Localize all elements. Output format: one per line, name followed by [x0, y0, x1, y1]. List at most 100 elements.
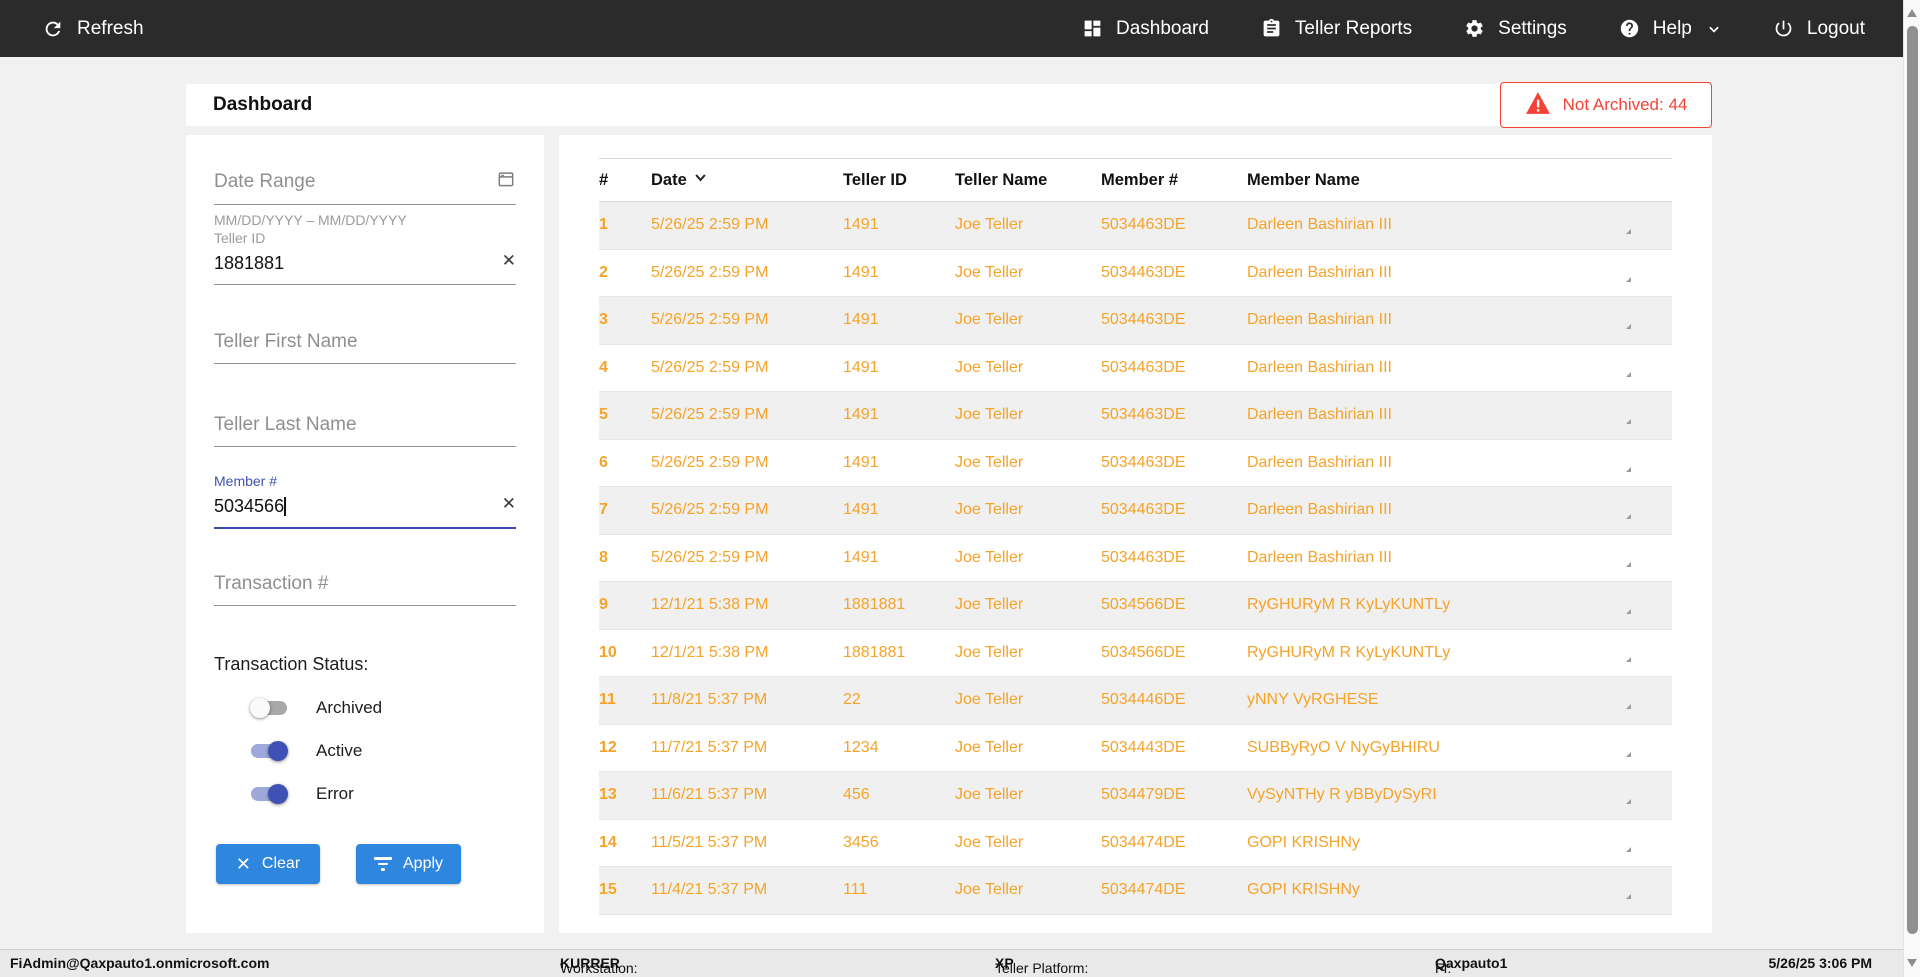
cell-member-number: 5034463DE — [1101, 548, 1186, 566]
member-number-input[interactable]: 5034566 — [214, 496, 286, 516]
cell-teller-id: 1491 — [843, 216, 879, 234]
table-row[interactable]: 7 5/26/25 2:59 PM 1491 Joe Teller 5034463DE D… — [599, 487, 1672, 535]
cell-member-name: Darleen Bashirian III — [1247, 548, 1392, 566]
table-row[interactable]: 6 5/26/25 2:59 PM 1491 Joe Teller 5034463DE D… — [599, 440, 1672, 487]
cell-member-number: 5034566DE — [1101, 643, 1186, 661]
fi-status: FI: Qaxpauto1 — [1435, 955, 1508, 976]
teller-first-name-placeholder: Teller First Name — [214, 331, 358, 352]
not-archived-label: Not Archived: 44 — [1562, 95, 1688, 114]
scroll-up-arrow-icon[interactable] — [1907, 9, 1917, 17]
cell-teller-name: Joe Teller — [955, 833, 1024, 851]
cell-member-name: VySyNTHy R yBByDySyRI — [1247, 786, 1437, 804]
col-header-teller-id[interactable]: Teller ID — [843, 170, 907, 189]
not-archived-badge[interactable]: Not Archived: 44 — [1500, 82, 1712, 128]
teller-id-clear-icon[interactable]: ✕ — [501, 250, 516, 270]
teller-id-field[interactable]: Teller ID 1881881 ✕ — [214, 230, 516, 285]
nav-teller-reports[interactable]: Teller Reports — [1261, 18, 1412, 40]
table-row[interactable]: 13 11/6/21 5:37 PM 456 Joe Teller 5034479DE V… — [599, 772, 1672, 820]
cell-member-number: 5034463DE — [1101, 216, 1186, 234]
sort-desc-icon — [693, 170, 708, 190]
table-row[interactable]: 3 5/26/25 2:59 PM 1491 Joe Teller 5034463DE D… — [599, 297, 1672, 345]
table-row[interactable]: 11 11/8/21 5:37 PM 22 Joe Teller 5034446DE yN… — [599, 677, 1672, 725]
col-header-teller-name[interactable]: Teller Name — [955, 170, 1048, 189]
cell-member-number: 5034479DE — [1101, 786, 1186, 804]
cell-teller-id: 3456 — [843, 833, 879, 851]
vertical-scrollbar[interactable] — [1903, 0, 1920, 977]
apply-button[interactable]: Apply — [356, 844, 462, 884]
member-number-clear-icon[interactable]: ✕ — [501, 493, 516, 513]
nav-teller-reports-label: Teller Reports — [1294, 17, 1413, 39]
teller-last-name-placeholder: Teller Last Name — [214, 414, 357, 435]
cell-teller-id: 1491 — [843, 501, 879, 519]
cell-member-name: GOPI KRISHNy — [1247, 833, 1360, 851]
clear-button[interactable]: ✕ Clear — [216, 844, 320, 884]
cell-member-number: 5034463DE — [1101, 263, 1186, 281]
member-number-label: Member # — [214, 473, 278, 489]
teller-platform-status: Teller Platform: XP — [995, 955, 1089, 976]
date-range-helper: MM/DD/YYYY – MM/DD/YYYY — [214, 212, 407, 228]
date-range-field[interactable]: Date Range — [214, 169, 516, 205]
table-row[interactable]: 8 5/26/25 2:59 PM 1491 Joe Teller 5034463DE D… — [599, 535, 1672, 582]
teller-id-input[interactable]: 1881881 — [214, 253, 285, 273]
table-row[interactable]: 9 12/1/21 5:38 PM 1881881 Joe Teller 5034566… — [599, 582, 1672, 630]
nav-dashboard-label: Dashboard — [1115, 17, 1209, 39]
nav-dashboard[interactable]: Dashboard — [1082, 18, 1209, 40]
table-row[interactable]: 4 5/26/25 2:59 PM 1491 Joe Teller 5034463DE D… — [599, 345, 1672, 392]
refresh-icon — [42, 18, 64, 40]
cell-member-number: 5034474DE — [1101, 833, 1186, 851]
teller-last-name-field[interactable]: Teller Last Name — [214, 414, 516, 447]
cell-teller-name: Joe Teller — [955, 406, 1024, 424]
scrollbar-thumb[interactable] — [1907, 26, 1918, 934]
archived-toggle[interactable] — [250, 698, 288, 718]
calendar-icon[interactable] — [496, 169, 516, 194]
table-row[interactable]: 14 11/5/21 5:37 PM 3456 Joe Teller 5034474DE… — [599, 820, 1672, 867]
refresh-button[interactable]: Refresh — [42, 18, 144, 40]
cell-member-name: Darleen Bashirian III — [1247, 406, 1392, 424]
transaction-number-field[interactable]: Transaction # — [214, 573, 516, 606]
cell-member-number: 5034566DE — [1101, 596, 1186, 614]
nav-settings[interactable]: Settings — [1464, 18, 1567, 40]
col-header-member[interactable]: Member # — [1101, 170, 1179, 189]
cell-member-name: Darleen Bashirian III — [1247, 358, 1392, 376]
cell-teller-id: 1491 — [843, 406, 879, 424]
status-bar: FiAdmin@Qaxpauto1.onmicrosoft.com Workst… — [0, 949, 1920, 977]
cell-teller-id: 1881881 — [843, 643, 906, 661]
table-row[interactable]: 1 5/26/25 2:59 PM 1491 Joe Teller 5034463DE D… — [599, 202, 1672, 250]
active-toggle[interactable] — [250, 741, 288, 761]
cell-teller-name: Joe Teller — [955, 358, 1024, 376]
cell-member-name: Darleen Bashirian III — [1247, 263, 1392, 281]
table-row[interactable]: 2 5/26/25 2:59 PM 1491 Joe Teller 5034463DE D… — [599, 250, 1672, 297]
table-row[interactable]: 12 11/7/21 5:37 PM 1234 Joe Teller 5034443DE… — [599, 725, 1672, 772]
transaction-number-placeholder: Transaction # — [214, 573, 329, 594]
logged-in-user: FiAdmin@Qaxpauto1.onmicrosoft.com — [10, 955, 270, 971]
scroll-down-arrow-icon[interactable] — [1907, 959, 1917, 967]
nav-help[interactable]: Help — [1619, 18, 1721, 40]
teller-first-name-field[interactable]: Teller First Name — [214, 331, 516, 364]
cell-teller-name: Joe Teller — [955, 548, 1024, 566]
page-title: Dashboard — [213, 94, 313, 115]
table-row[interactable]: 10 12/1/21 5:38 PM 1881881 Joe Teller 503456… — [599, 630, 1672, 677]
member-number-field[interactable]: Member # 5034566 ✕ — [214, 473, 516, 529]
toggle-row-active: Active — [250, 741, 516, 761]
error-toggle[interactable] — [250, 784, 288, 804]
cell-date: 5/26/25 2:59 PM — [651, 501, 769, 519]
workstation-status: Workstation: KURRER — [560, 955, 638, 976]
col-header-member-name[interactable]: Member Name — [1247, 170, 1360, 189]
cell-member-number: 5034463DE — [1101, 358, 1186, 376]
row-number: 12 — [599, 738, 617, 756]
col-header-date[interactable]: Date — [651, 170, 843, 190]
table-row[interactable]: 15 11/4/21 5:37 PM 111 Joe Teller 5034474DE G… — [599, 867, 1672, 915]
cell-date: 5/26/25 2:59 PM — [651, 406, 769, 424]
table-body: 1 5/26/25 2:59 PM 1491 Joe Teller 5034463DE D… — [599, 202, 1672, 915]
cell-member-name: Darleen Bashirian III — [1247, 311, 1392, 329]
text-caret — [284, 497, 286, 516]
nav-logout[interactable]: Logout — [1773, 18, 1865, 40]
col-header-num[interactable]: # — [599, 170, 609, 189]
page-title-bar: Dashboard — [186, 84, 1712, 126]
cell-date: 12/1/21 5:38 PM — [651, 643, 769, 661]
cell-date: 5/26/25 2:59 PM — [651, 311, 769, 329]
cell-member-number: 5034463DE — [1101, 453, 1186, 471]
top-navbar: Refresh Dashboard Teller Reports Setting… — [0, 0, 1903, 57]
table-row[interactable]: 5 5/26/25 2:59 PM 1491 Joe Teller 5034463DE D… — [599, 392, 1672, 440]
table-header-row: # Date Teller ID Teller Name Member # Me… — [599, 158, 1672, 202]
